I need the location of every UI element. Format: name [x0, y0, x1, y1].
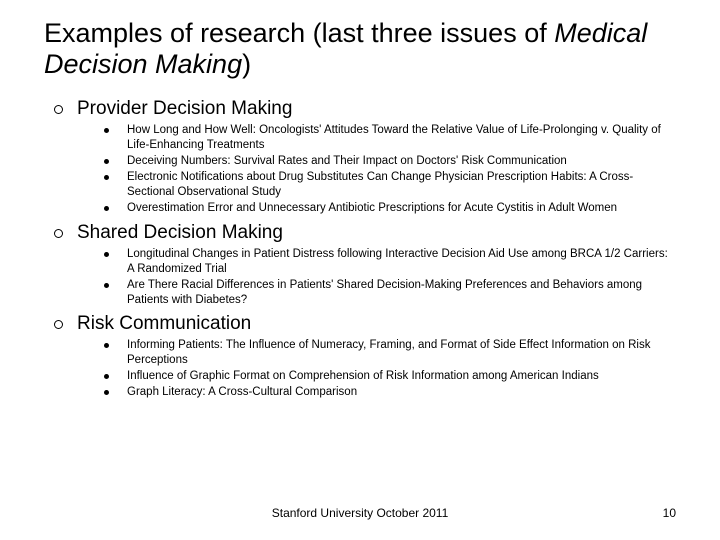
section-provider: Provider Decision Making How Long and Ho… [54, 98, 676, 216]
list-item: Deceiving Numbers: Survival Rates and Th… [104, 154, 676, 169]
solid-bullet-icon [104, 206, 109, 211]
item-text: Electronic Notifications about Drug Subs… [127, 170, 676, 200]
item-text: Longitudinal Changes in Patient Distress… [127, 247, 676, 277]
list-item: Longitudinal Changes in Patient Distress… [104, 247, 676, 277]
item-text: Influence of Graphic Format on Comprehen… [127, 369, 599, 384]
section-heading: Provider Decision Making [77, 98, 292, 120]
section-risk: Risk Communication Informing Patients: T… [54, 313, 676, 400]
item-text: How Long and How Well: Oncologists' Atti… [127, 123, 676, 153]
list-item: How Long and How Well: Oncologists' Atti… [104, 123, 676, 153]
hollow-bullet-icon [54, 320, 63, 329]
title-part1: Examples of research (last three issues … [44, 18, 554, 48]
list-item: Electronic Notifications about Drug Subs… [104, 170, 676, 200]
page-number: 10 [663, 506, 676, 520]
solid-bullet-icon [104, 252, 109, 257]
section-items: Informing Patients: The Influence of Num… [54, 338, 676, 400]
item-text: Are There Racial Differences in Patients… [127, 278, 676, 308]
solid-bullet-icon [104, 283, 109, 288]
solid-bullet-icon [104, 390, 109, 395]
list-item: Graph Literacy: A Cross-Cultural Compari… [104, 385, 676, 400]
section-header: Provider Decision Making [54, 98, 676, 120]
slide-title: Examples of research (last three issues … [44, 18, 676, 80]
section-items: Longitudinal Changes in Patient Distress… [54, 247, 676, 308]
solid-bullet-icon [104, 374, 109, 379]
list-item: Informing Patients: The Influence of Num… [104, 338, 676, 368]
section-header: Risk Communication [54, 313, 676, 335]
solid-bullet-icon [104, 128, 109, 133]
title-part2: ) [242, 49, 251, 79]
section-header: Shared Decision Making [54, 222, 676, 244]
list-item: Overestimation Error and Unnecessary Ant… [104, 201, 676, 216]
list-item: Influence of Graphic Format on Comprehen… [104, 369, 676, 384]
solid-bullet-icon [104, 343, 109, 348]
list-item: Are There Racial Differences in Patients… [104, 278, 676, 308]
section-heading: Shared Decision Making [77, 222, 283, 244]
item-text: Deceiving Numbers: Survival Rates and Th… [127, 154, 567, 169]
hollow-bullet-icon [54, 105, 63, 114]
section-heading: Risk Communication [77, 313, 251, 335]
section-shared: Shared Decision Making Longitudinal Chan… [54, 222, 676, 308]
item-text: Graph Literacy: A Cross-Cultural Compari… [127, 385, 357, 400]
hollow-bullet-icon [54, 229, 63, 238]
footer-text: Stanford University October 2011 [0, 506, 720, 520]
sections-container: Provider Decision Making How Long and Ho… [44, 98, 676, 400]
item-text: Overestimation Error and Unnecessary Ant… [127, 201, 617, 216]
section-items: How Long and How Well: Oncologists' Atti… [54, 123, 676, 216]
solid-bullet-icon [104, 159, 109, 164]
item-text: Informing Patients: The Influence of Num… [127, 338, 676, 368]
solid-bullet-icon [104, 175, 109, 180]
